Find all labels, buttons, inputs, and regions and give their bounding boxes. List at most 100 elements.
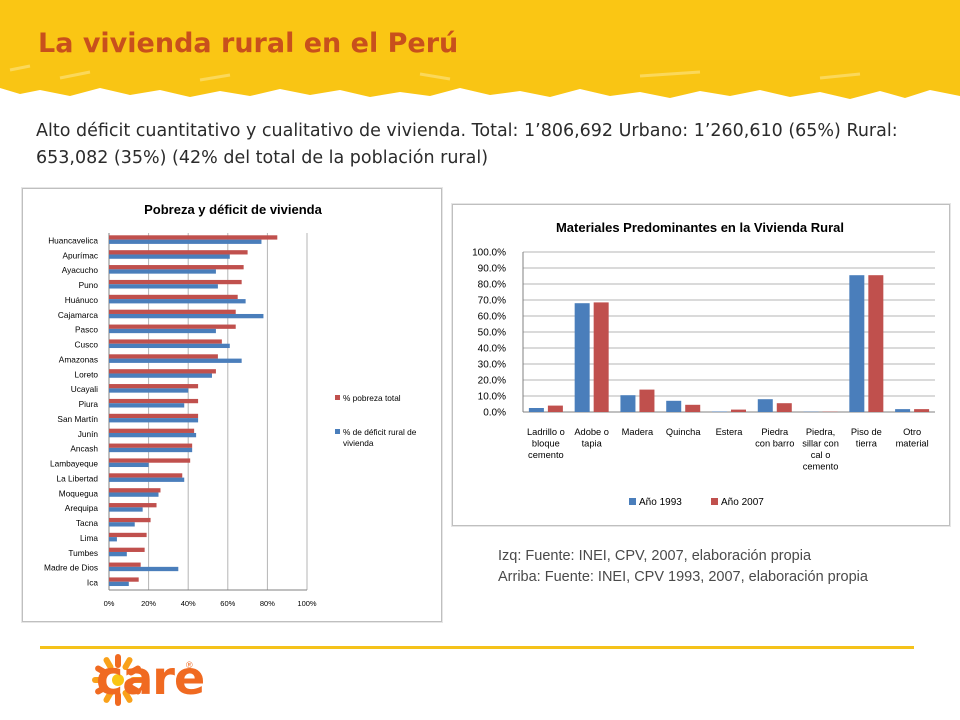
category-label: San Martín bbox=[57, 414, 98, 424]
x-tick-label: 100% bbox=[297, 599, 317, 608]
legend-label-1993: Año 1993 bbox=[639, 497, 682, 508]
bar-2007 bbox=[731, 409, 746, 412]
bar-deficit-rural bbox=[109, 507, 143, 512]
bar-1993 bbox=[528, 408, 544, 412]
bar-deficit-rural bbox=[109, 284, 218, 289]
bar-2007 bbox=[547, 405, 563, 412]
category-label: Madre de Dios bbox=[44, 563, 98, 573]
bar-deficit-rural bbox=[109, 522, 135, 527]
category-label: Ica bbox=[87, 578, 98, 588]
bar-pobreza-total bbox=[109, 547, 145, 552]
category-label: Otro material bbox=[896, 427, 929, 449]
bar-pobreza-total bbox=[109, 369, 216, 374]
bar-deficit-rural bbox=[109, 551, 127, 557]
y-tick-label: 60.0% bbox=[478, 312, 506, 323]
materials-chart: Materiales Predominantes en la Vivienda … bbox=[452, 204, 950, 526]
bar-pobreza-total bbox=[109, 354, 218, 359]
bar-deficit-rural bbox=[109, 432, 197, 438]
bar-deficit-rural bbox=[109, 462, 149, 468]
category-label: Cusco bbox=[74, 340, 98, 350]
category-label: Amazonas bbox=[59, 354, 98, 364]
bar-pobreza-total bbox=[109, 517, 151, 523]
bar-1993 bbox=[849, 275, 865, 412]
bar-pobreza-total bbox=[109, 235, 278, 240]
x-tick-label: 20% bbox=[141, 599, 156, 608]
source-note-left: Izq: Fuente: INEI, CPV, 2007, elaboració… bbox=[498, 548, 812, 564]
category-label: Lambayeque bbox=[50, 459, 98, 469]
poverty-deficit-chart: Pobreza y déficit de vivienda 0% 20% 40% 60%… bbox=[22, 188, 442, 622]
category-label: Ladrillo o bloque cemento bbox=[527, 427, 565, 460]
bar-deficit-rural bbox=[109, 328, 216, 334]
header-banner bbox=[0, 0, 960, 99]
bar-pobreza-total bbox=[109, 384, 199, 389]
bar-2007 bbox=[776, 403, 792, 412]
page-title: La vivienda rural en el Perú bbox=[38, 28, 459, 59]
chart-title: Pobreza y déficit de vivienda bbox=[144, 202, 322, 217]
category-label: Loreto bbox=[74, 369, 98, 379]
legend-label-deficit: % de déficit rural de vivienda bbox=[343, 427, 417, 448]
bar-pobreza-total bbox=[109, 428, 195, 433]
bar-pobreza-total bbox=[109, 413, 199, 419]
y-tick-label: 40.0% bbox=[478, 344, 506, 355]
bar-pobreza-total bbox=[109, 532, 147, 538]
legend-swatch-2007 bbox=[711, 498, 718, 505]
footer-divider bbox=[40, 646, 914, 649]
y-tick-label: 90.0% bbox=[478, 264, 506, 275]
bar-pobreza-total bbox=[109, 398, 199, 404]
y-tick-label: 80.0% bbox=[478, 280, 506, 291]
care-logo-icon bbox=[92, 654, 144, 706]
bar-pobreza-total bbox=[109, 503, 157, 508]
bar-deficit-rural bbox=[109, 477, 185, 482]
bar-deficit-rural bbox=[109, 254, 230, 259]
bar-pobreza-total bbox=[109, 577, 139, 582]
bar-deficit-rural bbox=[109, 581, 129, 587]
category-label: La Libertad bbox=[56, 473, 98, 483]
bar-1993 bbox=[666, 400, 682, 412]
bar-deficit-rural bbox=[109, 269, 216, 274]
x-tick-label: 80% bbox=[260, 599, 275, 608]
poverty-deficit-chart-svg: Pobreza y déficit de vivienda 0% 20% 40% 60%… bbox=[44, 202, 417, 608]
bar-deficit-rural bbox=[109, 239, 262, 244]
category-label: Arequipa bbox=[65, 503, 99, 513]
category-label: Lima bbox=[80, 533, 98, 543]
category-label: Cajamarca bbox=[58, 310, 99, 320]
y-tick-label: 30.0% bbox=[478, 360, 506, 371]
bar-deficit-rural bbox=[109, 299, 246, 304]
bar-2007 bbox=[639, 389, 655, 412]
logo-registered-mark: ® bbox=[186, 660, 193, 670]
category-label: Tacna bbox=[76, 518, 99, 528]
bar-1993 bbox=[895, 409, 911, 412]
category-label: Huancavelica bbox=[48, 235, 98, 245]
category-label: Ayacucho bbox=[62, 265, 99, 275]
y-tick-label: 0.0% bbox=[483, 408, 506, 419]
bar-1993 bbox=[574, 303, 590, 412]
category-label: Tumbes bbox=[68, 548, 98, 558]
bar-2007 bbox=[914, 409, 930, 412]
y-tick-label: 100.0% bbox=[472, 248, 506, 259]
y-tick-label: 10.0% bbox=[478, 392, 506, 403]
page-subtitle: Alto déficit cuantitativo y cualitativo … bbox=[36, 121, 898, 168]
category-label: Huánuco bbox=[65, 295, 99, 305]
bar-2007 bbox=[685, 404, 701, 412]
logo-wordmark: care bbox=[96, 651, 205, 705]
bar-pobreza-total bbox=[109, 443, 193, 448]
bar-pobreza-total bbox=[109, 339, 222, 344]
source-note-top: Arriba: Fuente: INEI, CPV 1993, 2007, el… bbox=[498, 569, 868, 585]
bar-deficit-rural bbox=[109, 447, 193, 453]
bar-pobreza-total bbox=[109, 265, 244, 270]
legend-label-pobreza: % pobreza total bbox=[343, 393, 401, 403]
bar-pobreza-total bbox=[109, 488, 161, 493]
bar-pobreza-total bbox=[109, 250, 248, 255]
category-label: Quincha bbox=[666, 427, 701, 437]
legend-swatch-deficit bbox=[335, 429, 340, 434]
x-tick-label: 0% bbox=[104, 599, 115, 608]
y-tick-label: 70.0% bbox=[478, 296, 506, 307]
y-tick-label: 20.0% bbox=[478, 376, 506, 387]
bar-pobreza-total bbox=[109, 279, 242, 285]
legend-swatch-1993 bbox=[629, 498, 636, 505]
bar-2007 bbox=[868, 275, 884, 412]
category-label: Piura bbox=[79, 399, 99, 409]
bar-deficit-rural bbox=[109, 537, 117, 542]
chart-title: Materiales Predominantes en la Vivienda … bbox=[556, 220, 844, 235]
bar-pobreza-total bbox=[109, 458, 191, 463]
